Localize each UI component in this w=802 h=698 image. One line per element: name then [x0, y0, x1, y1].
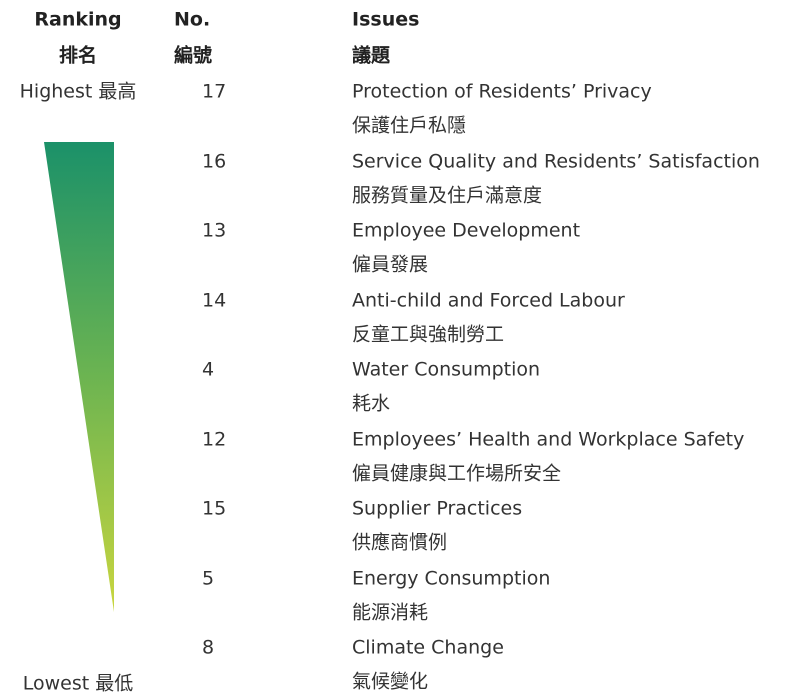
issue-name-zh: 反童工與強制勞工	[352, 323, 505, 345]
ranking-header-zh: 排名	[58, 44, 98, 67]
issue-name-zh: 供應商慣例	[352, 531, 448, 554]
issue-name-zh: 耗水	[352, 392, 391, 415]
issue-name: Water Consumption	[352, 358, 541, 381]
issue-name: Energy Consumption	[352, 567, 551, 589]
issue-number: 8	[202, 636, 215, 659]
issue-number: 14	[202, 289, 227, 311]
number-header-zh: 編號	[174, 44, 213, 67]
issue-name-zh: 氣候變化	[352, 670, 429, 693]
issue-name: Protection of Residents’ Privacy	[352, 80, 652, 103]
issue-name: Climate Change	[352, 636, 504, 659]
issue-name: Service Quality and Residents’ Satisfact…	[352, 150, 760, 172]
issue-number: 12	[202, 428, 227, 450]
issue-number: 4	[202, 358, 215, 381]
issue-name-zh: 服務質量及住戶滿意度	[352, 184, 543, 206]
issue-number: 15	[202, 497, 227, 520]
issue-name-zh: 僱員發展	[352, 253, 429, 276]
lowest-label: Lowest 最低	[22, 672, 134, 695]
issue-number: 16	[202, 150, 227, 172]
issue-name: Employee Development	[352, 219, 581, 242]
issue-name-zh: 僱員健康與工作場所安全	[352, 462, 562, 484]
ranking-header: Ranking	[34, 8, 122, 31]
issue-number: 5	[202, 567, 215, 589]
issue-name-zh: 能源消耗	[352, 601, 429, 623]
issues-header-zh: 議題	[352, 44, 391, 67]
issue-number: 17	[202, 80, 227, 103]
number-header: No.	[174, 8, 211, 31]
issue-name-zh: 保護住戶私隱	[352, 114, 467, 137]
issue-name: Employees’ Health and Workplace Safety	[352, 428, 745, 450]
issue-name: Anti-child and Forced Labour	[352, 289, 625, 311]
highest-label: Highest 最高	[19, 80, 137, 103]
issues-header: Issues	[352, 8, 420, 31]
issue-name: Supplier Practices	[352, 497, 523, 520]
issue-number: 13	[202, 219, 227, 242]
gradient-triangle	[44, 142, 114, 612]
